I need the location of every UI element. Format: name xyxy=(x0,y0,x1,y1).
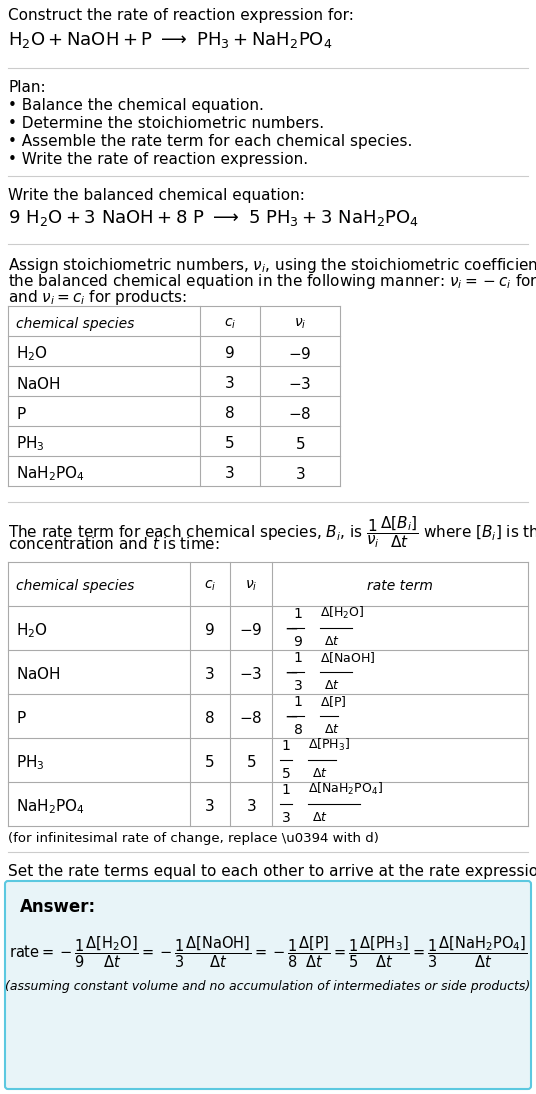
Text: $\Delta[\mathrm{NaOH}]$: $\Delta[\mathrm{NaOH}]$ xyxy=(320,650,376,665)
Text: $3$: $3$ xyxy=(245,799,256,814)
Text: $\mathrm{P}$: $\mathrm{P}$ xyxy=(16,710,27,726)
Text: 9: 9 xyxy=(225,347,235,361)
Text: $\mathrm{H_2O}$: $\mathrm{H_2O}$ xyxy=(16,621,48,640)
Text: $\Delta[\mathrm{H_2O}]$: $\Delta[\mathrm{H_2O}]$ xyxy=(320,605,364,621)
Text: 8: 8 xyxy=(205,711,215,725)
Text: 8: 8 xyxy=(225,407,235,421)
Text: 3: 3 xyxy=(205,666,215,682)
Text: $-3$: $-3$ xyxy=(288,376,311,392)
Text: $\mathrm{NaH_2PO_4}$: $\mathrm{NaH_2PO_4}$ xyxy=(16,465,85,484)
Text: $-$: $-$ xyxy=(284,619,298,637)
Text: 3: 3 xyxy=(225,466,235,481)
Text: $5$: $5$ xyxy=(295,437,305,452)
Text: $\mathrm{NaOH}$: $\mathrm{NaOH}$ xyxy=(16,376,61,392)
Text: 1: 1 xyxy=(281,740,291,753)
Text: 5: 5 xyxy=(281,767,291,781)
Text: $\Delta t$: $\Delta t$ xyxy=(312,811,328,824)
Text: 1: 1 xyxy=(281,783,291,798)
FancyBboxPatch shape xyxy=(5,881,531,1089)
Text: $\nu_i$: $\nu_i$ xyxy=(294,317,306,331)
Text: 9: 9 xyxy=(205,622,215,638)
Text: Answer:: Answer: xyxy=(20,898,96,916)
Text: Assign stoichiometric numbers, $\nu_i$, using the stoichiometric coefficients, $: Assign stoichiometric numbers, $\nu_i$, … xyxy=(8,256,536,275)
Text: and $\nu_i = c_i$ for products:: and $\nu_i = c_i$ for products: xyxy=(8,288,187,307)
Text: $-3$: $-3$ xyxy=(240,666,263,683)
Text: $\Delta[\mathrm{NaH_2PO_4}]$: $\Delta[\mathrm{NaH_2PO_4}]$ xyxy=(308,781,383,798)
Text: The rate term for each chemical species, $B_i$, is $\dfrac{1}{\nu_i}\dfrac{\Delt: The rate term for each chemical species,… xyxy=(8,514,536,550)
Text: the balanced chemical equation in the following manner: $\nu_i = -c_i$ for react: the balanced chemical equation in the fo… xyxy=(8,272,536,291)
Text: (for infinitesimal rate of change, replace \u0394 with d): (for infinitesimal rate of change, repla… xyxy=(8,833,379,845)
Text: 1: 1 xyxy=(294,607,302,621)
Text: • Write the rate of reaction expression.: • Write the rate of reaction expression. xyxy=(8,152,308,167)
Text: $-9$: $-9$ xyxy=(239,622,263,638)
Text: $-8$: $-8$ xyxy=(288,406,311,422)
Text: $-$: $-$ xyxy=(284,663,298,680)
Text: $5$: $5$ xyxy=(246,754,256,770)
Text: $\mathrm{H_2O}$: $\mathrm{H_2O}$ xyxy=(16,345,48,363)
Text: Write the balanced chemical equation:: Write the balanced chemical equation: xyxy=(8,188,305,203)
Text: 3: 3 xyxy=(225,376,235,392)
Text: 1: 1 xyxy=(294,651,302,665)
Text: • Assemble the rate term for each chemical species.: • Assemble the rate term for each chemic… xyxy=(8,133,412,149)
Text: (assuming constant volume and no accumulation of intermediates or side products): (assuming constant volume and no accumul… xyxy=(5,980,531,993)
Text: $\mathrm{PH_3}$: $\mathrm{PH_3}$ xyxy=(16,434,44,453)
Text: • Determine the stoichiometric numbers.: • Determine the stoichiometric numbers. xyxy=(8,116,324,131)
Text: chemical species: chemical species xyxy=(16,317,135,331)
Text: $\nu_i$: $\nu_i$ xyxy=(245,579,257,593)
Text: $-$: $-$ xyxy=(284,707,298,725)
Text: $c_i$: $c_i$ xyxy=(204,579,216,593)
Text: 5: 5 xyxy=(205,755,215,770)
Text: $\mathrm{NaH_2PO_4}$: $\mathrm{NaH_2PO_4}$ xyxy=(16,796,85,815)
Text: 3: 3 xyxy=(205,799,215,814)
Text: $\Delta t$: $\Delta t$ xyxy=(324,679,340,693)
Text: $\mathrm{PH_3}$: $\mathrm{PH_3}$ xyxy=(16,753,44,771)
Text: 9: 9 xyxy=(294,635,302,649)
Text: $-8$: $-8$ xyxy=(239,710,263,726)
Text: $\mathrm{rate} = -\dfrac{1}{9}\dfrac{\Delta[\mathrm{H_2O}]}{\Delta t} = -\dfrac{: $\mathrm{rate} = -\dfrac{1}{9}\dfrac{\De… xyxy=(9,934,527,969)
Text: $\Delta[\mathrm{P}]$: $\Delta[\mathrm{P}]$ xyxy=(320,694,347,709)
Text: $\mathrm{NaOH}$: $\mathrm{NaOH}$ xyxy=(16,666,61,683)
Text: concentration and $t$ is time:: concentration and $t$ is time: xyxy=(8,536,220,552)
Text: $\mathrm{H_2O + NaOH + P \ \longrightarrow \ PH_3 + NaH_2PO_4}$: $\mathrm{H_2O + NaOH + P \ \longrightarr… xyxy=(8,30,332,50)
Text: $-9$: $-9$ xyxy=(288,346,312,362)
Text: Set the rate terms equal to each other to arrive at the rate expression:: Set the rate terms equal to each other t… xyxy=(8,864,536,878)
Text: $\mathrm{9\ H_2O + 3\ NaOH + 8\ P \ \longrightarrow \ 5\ PH_3 + 3\ NaH_2PO_4}$: $\mathrm{9\ H_2O + 3\ NaOH + 8\ P \ \lon… xyxy=(8,208,419,228)
Text: Plan:: Plan: xyxy=(8,80,46,95)
Text: 3: 3 xyxy=(294,679,302,693)
Text: $\Delta t$: $\Delta t$ xyxy=(312,767,328,780)
Text: rate term: rate term xyxy=(367,579,433,593)
Text: • Balance the chemical equation.: • Balance the chemical equation. xyxy=(8,98,264,113)
Text: 5: 5 xyxy=(225,437,235,452)
Text: $\Delta t$: $\Delta t$ xyxy=(324,723,340,736)
Text: 3: 3 xyxy=(281,811,291,825)
Text: $\Delta t$: $\Delta t$ xyxy=(324,635,340,648)
Text: 1: 1 xyxy=(294,695,302,709)
Text: Construct the rate of reaction expression for:: Construct the rate of reaction expressio… xyxy=(8,8,354,23)
Text: 8: 8 xyxy=(294,723,302,737)
Text: $\mathrm{P}$: $\mathrm{P}$ xyxy=(16,406,27,422)
Text: $3$: $3$ xyxy=(295,466,305,482)
Text: $\Delta[\mathrm{PH_3}]$: $\Delta[\mathrm{PH_3}]$ xyxy=(308,737,350,753)
Text: chemical species: chemical species xyxy=(16,579,135,593)
Text: $c_i$: $c_i$ xyxy=(224,317,236,331)
